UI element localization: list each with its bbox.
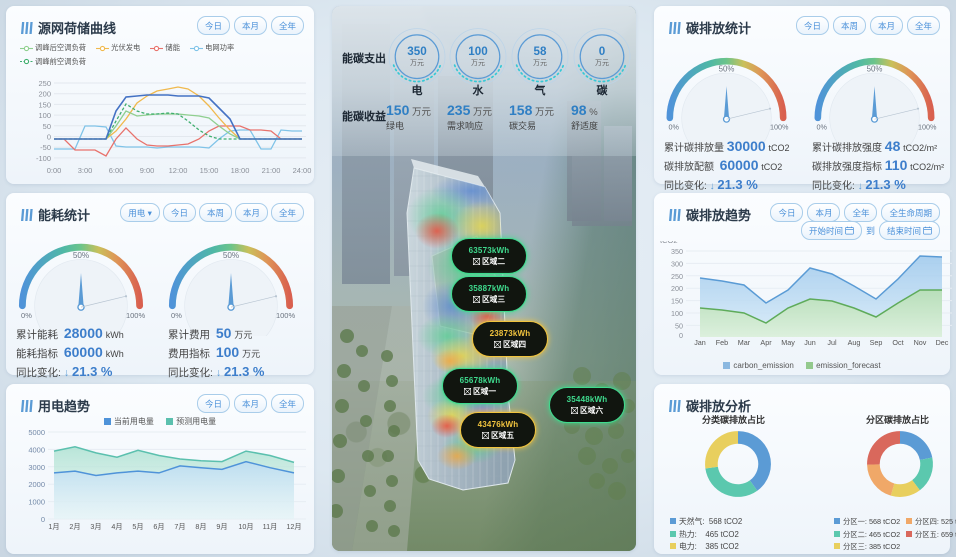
svg-text:250: 250 bbox=[671, 272, 683, 281]
svg-text:50%: 50% bbox=[73, 251, 89, 260]
svg-text:350: 350 bbox=[407, 45, 426, 58]
svg-text:2000: 2000 bbox=[28, 480, 45, 489]
svg-text:350: 350 bbox=[671, 247, 683, 256]
svg-text:58: 58 bbox=[534, 45, 547, 58]
svg-text:5月: 5月 bbox=[132, 522, 143, 531]
svg-text:1月: 1月 bbox=[48, 522, 59, 531]
svg-text:50%: 50% bbox=[719, 65, 735, 74]
svg-text:Feb: Feb bbox=[716, 338, 728, 347]
svg-text:200: 200 bbox=[38, 90, 51, 99]
svg-text:Dec: Dec bbox=[936, 338, 949, 347]
svg-text:300: 300 bbox=[671, 259, 683, 268]
svg-text:0%: 0% bbox=[817, 123, 828, 132]
svg-text:250: 250 bbox=[38, 81, 51, 88]
svg-text:9月: 9月 bbox=[216, 522, 227, 531]
svg-text:4月: 4月 bbox=[111, 522, 122, 531]
svg-text:万元: 万元 bbox=[471, 59, 485, 67]
svg-text:Mar: Mar bbox=[738, 338, 751, 347]
svg-text:万元: 万元 bbox=[595, 59, 609, 67]
svg-text:200: 200 bbox=[671, 284, 683, 293]
svg-text:100%: 100% bbox=[126, 311, 146, 320]
svg-text:0: 0 bbox=[41, 515, 45, 524]
svg-text:100%: 100% bbox=[770, 123, 789, 132]
svg-text:3000: 3000 bbox=[28, 463, 45, 472]
svg-text:Apr: Apr bbox=[760, 338, 772, 347]
svg-text:万元: 万元 bbox=[410, 59, 424, 67]
svg-text:-100: -100 bbox=[36, 154, 51, 163]
svg-text:0%: 0% bbox=[171, 311, 182, 320]
svg-text:3:00: 3:00 bbox=[78, 166, 93, 175]
svg-text:50%: 50% bbox=[867, 65, 883, 74]
svg-text:0%: 0% bbox=[21, 311, 32, 320]
svg-text:10月: 10月 bbox=[238, 522, 253, 531]
svg-text:万元: 万元 bbox=[533, 59, 547, 67]
svg-text:150: 150 bbox=[671, 297, 683, 306]
svg-text:Jan: Jan bbox=[694, 338, 706, 347]
svg-text:Nov: Nov bbox=[914, 338, 927, 347]
svg-text:100: 100 bbox=[468, 45, 487, 58]
svg-text:50: 50 bbox=[675, 321, 683, 330]
svg-text:5000: 5000 bbox=[28, 430, 45, 437]
svg-text:100: 100 bbox=[671, 309, 683, 318]
svg-text:100%: 100% bbox=[918, 123, 937, 132]
svg-text:8月: 8月 bbox=[195, 522, 206, 531]
svg-text:11月: 11月 bbox=[263, 522, 278, 531]
svg-text:-50: -50 bbox=[40, 143, 51, 152]
svg-text:Jul: Jul bbox=[827, 338, 837, 347]
svg-text:7月: 7月 bbox=[174, 522, 185, 531]
svg-text:12月: 12月 bbox=[286, 522, 301, 531]
svg-text:May: May bbox=[781, 338, 795, 347]
svg-text:3月: 3月 bbox=[90, 522, 101, 531]
svg-text:9:00: 9:00 bbox=[140, 166, 155, 175]
svg-text:Oct: Oct bbox=[892, 338, 903, 347]
svg-text:150: 150 bbox=[38, 100, 51, 109]
svg-text:0%: 0% bbox=[669, 123, 680, 132]
svg-text:Sep: Sep bbox=[870, 338, 883, 347]
svg-text:0: 0 bbox=[679, 331, 683, 340]
svg-text:tCO2: tCO2 bbox=[660, 241, 678, 245]
svg-text:6月: 6月 bbox=[153, 522, 164, 531]
svg-text:15:00: 15:00 bbox=[200, 166, 219, 175]
svg-text:0: 0 bbox=[599, 45, 605, 58]
svg-text:Jun: Jun bbox=[804, 338, 816, 347]
svg-text:50: 50 bbox=[43, 122, 51, 131]
svg-text:2月: 2月 bbox=[69, 522, 80, 531]
svg-text:1000: 1000 bbox=[28, 498, 45, 507]
svg-text:0:00: 0:00 bbox=[47, 166, 62, 175]
svg-text:Aug: Aug bbox=[848, 338, 861, 347]
svg-text:18:00: 18:00 bbox=[231, 166, 250, 175]
svg-text:0: 0 bbox=[47, 133, 51, 142]
svg-text:100: 100 bbox=[38, 111, 51, 120]
svg-text:6:00: 6:00 bbox=[109, 166, 124, 175]
svg-text:21:00: 21:00 bbox=[262, 166, 281, 175]
svg-text:50%: 50% bbox=[223, 251, 239, 260]
svg-text:100%: 100% bbox=[276, 311, 296, 320]
svg-text:24:00: 24:00 bbox=[293, 166, 312, 175]
svg-text:12:00: 12:00 bbox=[169, 166, 188, 175]
svg-text:4000: 4000 bbox=[28, 445, 45, 454]
